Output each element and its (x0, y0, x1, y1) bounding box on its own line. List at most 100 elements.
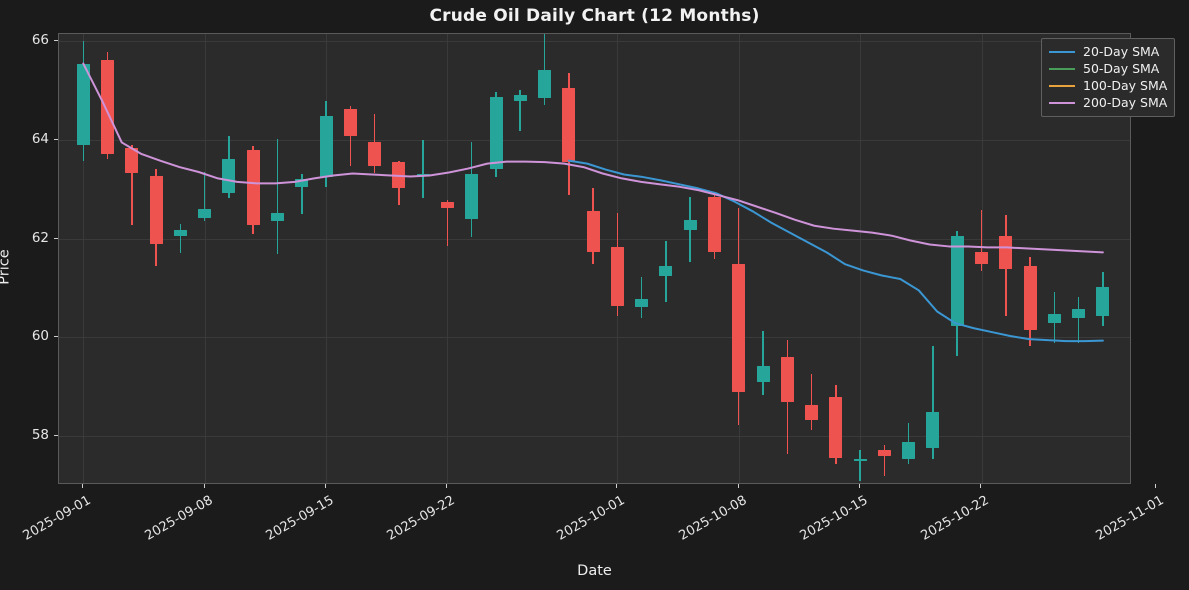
legend-item[interactable]: 20-Day SMA (1049, 43, 1167, 60)
candle-wick (1077, 296, 1080, 343)
candle-body (853, 459, 867, 462)
candle-body (732, 264, 746, 393)
candle-body (392, 162, 406, 189)
legend-item[interactable]: 50-Day SMA (1049, 60, 1167, 77)
x-axis-tick-mark (325, 484, 327, 488)
candle-body (513, 94, 527, 102)
candle-body (465, 173, 479, 219)
x-axis-tick-label: 2025-10-08 (676, 493, 750, 544)
candle-wick (883, 444, 886, 477)
gridline-horizontal (59, 140, 1130, 141)
legend-item-label: 200-Day SMA (1083, 95, 1168, 110)
candle-wick (859, 449, 861, 481)
candle-body (950, 236, 964, 327)
y-axis-tick-mark (54, 138, 58, 140)
candle-body (76, 63, 90, 145)
gridline-horizontal (59, 41, 1130, 43)
gridline-vertical (83, 34, 85, 483)
legend-color-swatch (1049, 84, 1075, 87)
candle-body (538, 70, 551, 99)
legend-color-swatch (1049, 67, 1075, 70)
x-axis-tick-mark (980, 484, 982, 488)
candle-body (829, 397, 843, 458)
candle-body (975, 252, 988, 265)
gridline-vertical (204, 34, 206, 483)
y-axis-label: Price (0, 249, 13, 285)
x-axis-tick-mark (616, 484, 618, 488)
candle-body (683, 219, 697, 230)
legend-item-label: 20-Day SMA (1083, 44, 1160, 59)
candle-wick (640, 277, 643, 319)
y-axis-tick-mark (54, 336, 58, 338)
legend-item[interactable]: 100-Day SMA (1049, 77, 1167, 94)
x-axis-tick-label: 2025-09-15 (263, 493, 337, 544)
candle-body (319, 116, 333, 177)
candle-body (295, 179, 309, 187)
candle-body (1023, 265, 1037, 330)
candle-body (222, 158, 236, 194)
candle-body (489, 96, 503, 170)
candle-wick (276, 139, 279, 255)
x-axis-tick-label: 2025-09-08 (142, 493, 216, 544)
y-axis-tick-mark (54, 237, 58, 239)
x-axis-tick-mark (446, 484, 448, 488)
legend-item-label: 100-Day SMA (1083, 78, 1168, 93)
y-axis-tick-label: 64 (31, 130, 49, 147)
chart-legend: 20-Day SMA 50-Day SMA 100-Day SMA 200-Day S… (1041, 38, 1176, 117)
x-axis-tick-mark (82, 484, 84, 488)
candle-body (756, 365, 770, 383)
plot-area (58, 33, 1131, 484)
legend-item[interactable]: 200-Day SMA (1049, 94, 1167, 111)
candle-body (125, 148, 139, 174)
x-axis-tick-mark (859, 484, 861, 488)
y-axis-tick-label: 66 (31, 32, 49, 49)
candle-body (877, 449, 891, 457)
x-axis-tick-label: 2025-09-22 (384, 493, 458, 544)
gridline-vertical (860, 34, 862, 483)
candle-body (1096, 286, 1110, 317)
candle-body (586, 211, 600, 253)
x-axis-tick-label: 2025-09-01 (20, 493, 94, 544)
candle-body (999, 236, 1013, 270)
candle-body (926, 412, 940, 449)
candle-body (343, 109, 357, 136)
sma-line (567, 159, 1104, 343)
x-axis-label: Date (577, 563, 612, 579)
x-axis-tick-label: 2025-11-01 (1093, 493, 1167, 544)
legend-color-swatch (1049, 50, 1075, 53)
candle-body (368, 142, 382, 166)
candle-body (1047, 313, 1061, 324)
candle-body (562, 88, 576, 163)
legend-item-label: 50-Day SMA (1083, 61, 1160, 76)
x-axis-tick-mark (1154, 484, 1156, 488)
y-axis-tick-label: 60 (31, 328, 49, 345)
candle-wick (422, 140, 424, 199)
candle-body (198, 209, 212, 218)
candle-body (101, 60, 115, 154)
candle-body (610, 247, 624, 307)
x-axis-tick-label: 2025-10-01 (554, 493, 628, 544)
gridline-horizontal (59, 337, 1130, 339)
candle-body (440, 201, 454, 208)
x-axis-tick-label: 2025-10-22 (919, 493, 992, 544)
candle-body (1072, 308, 1086, 319)
candle-body (708, 196, 721, 253)
candle-body (271, 212, 284, 222)
legend-color-swatch (1049, 101, 1075, 104)
y-axis-tick-mark (54, 434, 58, 436)
y-axis-tick-label: 62 (31, 229, 49, 246)
moving-average-lines (82, 62, 1104, 343)
x-axis-tick-mark (203, 484, 205, 488)
y-axis-tick-mark (54, 40, 58, 42)
candle-wick (932, 346, 934, 460)
candle-body (416, 173, 430, 176)
candle-wick (179, 223, 182, 254)
gridline-vertical (447, 34, 449, 483)
candle-body (780, 356, 794, 403)
candle-body (659, 265, 673, 276)
x-axis-tick-mark (737, 484, 739, 488)
x-axis-tick-label: 2025-10-15 (797, 493, 871, 544)
y-axis-tick-label: 58 (31, 426, 49, 443)
chart-title: Crude Oil Daily Chart (12 Months) (429, 6, 760, 26)
